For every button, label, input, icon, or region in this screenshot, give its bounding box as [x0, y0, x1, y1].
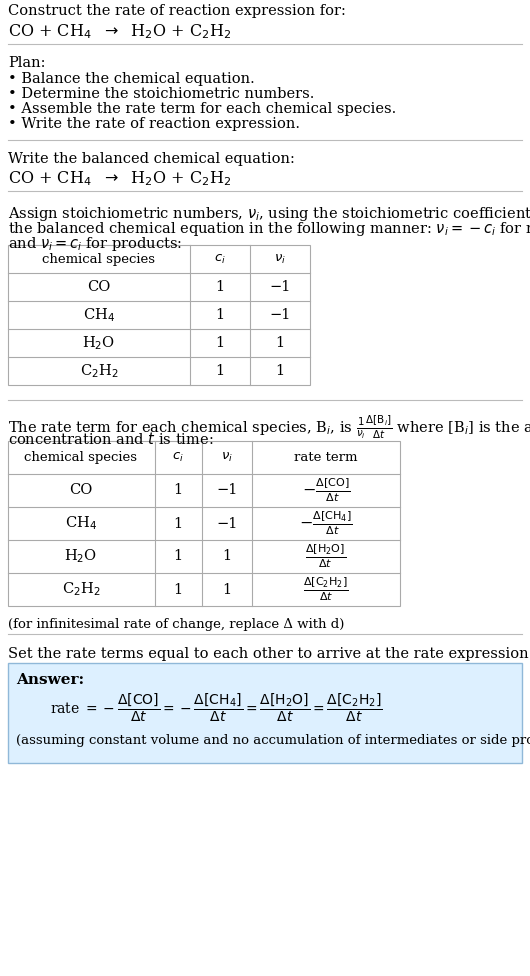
Text: • Balance the chemical equation.: • Balance the chemical equation. [8, 72, 255, 86]
Text: $\frac{\Delta[\mathrm{H_2O}]}{\Delta t}$: $\frac{\Delta[\mathrm{H_2O}]}{\Delta t}$ [305, 543, 347, 570]
Text: 1: 1 [215, 280, 225, 294]
Text: 1: 1 [215, 336, 225, 350]
Text: (for infinitesimal rate of change, replace Δ with d): (for infinitesimal rate of change, repla… [8, 618, 344, 631]
FancyBboxPatch shape [8, 663, 522, 763]
Text: $-\frac{\Delta[\mathrm{CO}]}{\Delta t}$: $-\frac{\Delta[\mathrm{CO}]}{\Delta t}$ [302, 476, 350, 505]
Text: 1: 1 [223, 583, 232, 596]
Bar [8, 441, 400, 606]
Text: 1: 1 [215, 308, 225, 322]
Text: CO: CO [87, 280, 111, 294]
Text: Set the rate terms equal to each other to arrive at the rate expression:: Set the rate terms equal to each other t… [8, 647, 530, 661]
Text: rate term: rate term [294, 451, 358, 464]
Text: CO: CO [69, 483, 93, 498]
Text: (assuming constant volume and no accumulation of intermediates or side products): (assuming constant volume and no accumul… [16, 734, 530, 747]
Text: 1: 1 [173, 483, 182, 498]
Text: Assign stoichiometric numbers, $\nu_i$, using the stoichiometric coefficients, $: Assign stoichiometric numbers, $\nu_i$, … [8, 205, 530, 223]
Text: The rate term for each chemical species, B$_i$, is $\frac{1}{\nu_i}\frac{\Delta[: The rate term for each chemical species,… [8, 414, 530, 441]
Text: Write the balanced chemical equation:: Write the balanced chemical equation: [8, 152, 295, 166]
Text: • Assemble the rate term for each chemical species.: • Assemble the rate term for each chemic… [8, 102, 396, 116]
Text: C$_2$H$_2$: C$_2$H$_2$ [80, 362, 118, 380]
Text: 1: 1 [173, 549, 182, 563]
Text: −1: −1 [269, 308, 290, 322]
Text: C$_2$H$_2$: C$_2$H$_2$ [61, 581, 100, 598]
Text: $\frac{\Delta[\mathrm{C_2H_2}]}{\Delta t}$: $\frac{\Delta[\mathrm{C_2H_2}]}{\Delta t… [303, 576, 349, 603]
Text: 1: 1 [276, 364, 285, 378]
Text: −1: −1 [269, 280, 290, 294]
Text: CO + CH$_4$  $\rightarrow$  H$_2$O + C$_2$H$_2$: CO + CH$_4$ $\rightarrow$ H$_2$O + C$_2$… [8, 169, 231, 187]
Text: Plan:: Plan: [8, 56, 46, 70]
Text: • Determine the stoichiometric numbers.: • Determine the stoichiometric numbers. [8, 87, 314, 101]
Text: and $\nu_i = c_i$ for products:: and $\nu_i = c_i$ for products: [8, 235, 182, 253]
Text: $\nu_i$: $\nu_i$ [274, 253, 286, 265]
Text: 1: 1 [215, 364, 225, 378]
Text: Construct the rate of reaction expression for:: Construct the rate of reaction expressio… [8, 4, 346, 18]
Bar [8, 245, 310, 385]
Text: $c_i$: $c_i$ [214, 253, 226, 265]
Text: chemical species: chemical species [24, 451, 137, 464]
Text: 1: 1 [223, 549, 232, 563]
Text: 1: 1 [173, 583, 182, 596]
Text: −1: −1 [216, 483, 237, 498]
Text: 1: 1 [173, 516, 182, 531]
Text: 1: 1 [276, 336, 285, 350]
Text: Answer:: Answer: [16, 673, 84, 687]
Text: rate $= -\dfrac{\Delta[\mathrm{CO}]}{\Delta t}= -\dfrac{\Delta[\mathrm{CH_4}]}{\: rate $= -\dfrac{\Delta[\mathrm{CO}]}{\De… [50, 692, 383, 724]
Text: $c_i$: $c_i$ [172, 451, 184, 464]
Text: the balanced chemical equation in the following manner: $\nu_i = -c_i$ for react: the balanced chemical equation in the fo… [8, 220, 530, 238]
Text: CH$_4$: CH$_4$ [65, 514, 97, 532]
Text: concentration and $t$ is time:: concentration and $t$ is time: [8, 431, 214, 447]
Text: H$_2$O: H$_2$O [65, 548, 98, 565]
Text: −1: −1 [216, 516, 237, 531]
Text: • Write the rate of reaction expression.: • Write the rate of reaction expression. [8, 117, 300, 131]
Text: H$_2$O: H$_2$O [83, 334, 116, 352]
Text: CH$_4$: CH$_4$ [83, 306, 115, 324]
Text: CO + CH$_4$  $\rightarrow$  H$_2$O + C$_2$H$_2$: CO + CH$_4$ $\rightarrow$ H$_2$O + C$_2$… [8, 22, 231, 41]
Text: $-\frac{\Delta[\mathrm{CH_4}]}{\Delta t}$: $-\frac{\Delta[\mathrm{CH_4}]}{\Delta t}… [299, 509, 353, 538]
Text: chemical species: chemical species [42, 253, 155, 265]
Text: $\nu_i$: $\nu_i$ [221, 451, 233, 464]
